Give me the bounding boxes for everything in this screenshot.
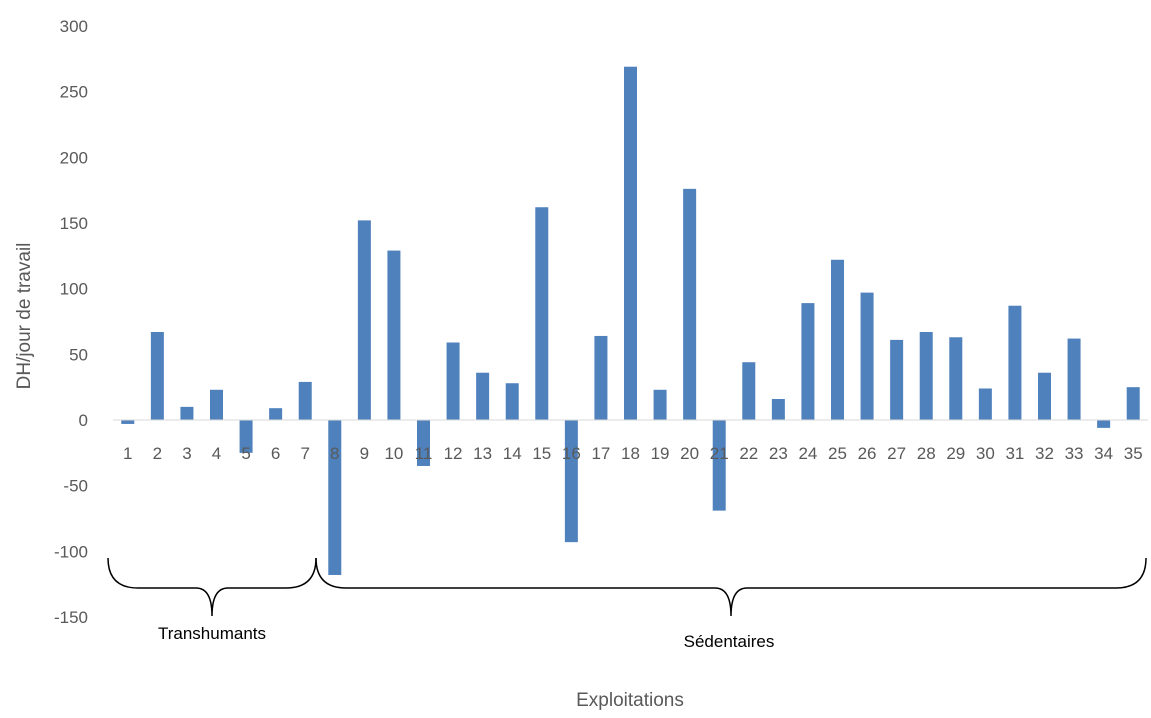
- x-tick-label: 20: [680, 444, 699, 463]
- group-braces: [107, 557, 1147, 617]
- y-tick-label: 150: [60, 214, 88, 233]
- bar: [180, 406, 194, 420]
- bar: [505, 383, 519, 420]
- y-axis-title: DH/jour de travail: [14, 243, 35, 390]
- bar: [1038, 372, 1051, 420]
- bar: [121, 420, 135, 424]
- y-axis-tick-labels: 300 250 200 150 100 50 0 -50 -100 -150: [54, 17, 88, 627]
- bar: [210, 389, 223, 420]
- x-tick-label: 34: [1094, 444, 1113, 463]
- x-tick-label: 23: [769, 444, 788, 463]
- bar: [771, 398, 785, 420]
- bar: [594, 335, 608, 420]
- x-tick-label: 35: [1124, 444, 1143, 463]
- x-tick-label: 33: [1065, 444, 1084, 463]
- bar: [357, 220, 371, 420]
- x-tick-label: 4: [212, 444, 221, 463]
- bar: [1126, 387, 1140, 420]
- y-tick-label: 0: [79, 411, 88, 430]
- y-tick-label: 250: [60, 83, 88, 102]
- x-tick-label: 18: [621, 444, 640, 463]
- y-tick-label: -50: [63, 477, 88, 496]
- group-label: Sédentaires: [684, 632, 775, 651]
- bar: [535, 207, 549, 420]
- bar: [712, 420, 726, 511]
- bar: [831, 259, 844, 420]
- group-brace: [315, 557, 1147, 617]
- y-tick-label: 300: [60, 17, 88, 36]
- x-tick-label: 22: [739, 444, 758, 463]
- bar: [1067, 338, 1081, 420]
- group-label: Transhumants: [158, 624, 266, 643]
- x-tick-label: 16: [562, 444, 581, 463]
- y-tick-label: -100: [54, 542, 88, 561]
- y-tick-label: -150: [54, 608, 88, 627]
- bar: [624, 66, 637, 421]
- x-tick-label: 27: [887, 444, 906, 463]
- y-tick-label: 200: [60, 148, 88, 167]
- x-axis-title: Exploitations: [576, 690, 684, 711]
- group-labels: Transhumants Sédentaires: [158, 624, 774, 651]
- bar-series: [121, 66, 1140, 575]
- bar: [890, 339, 904, 420]
- bar: [150, 332, 164, 420]
- x-axis-tick-labels: 1 2 3 4 5 6 7 8 9 10 11 12 13 14 15 16 17 18 19 20 21 22 23 24 2…: [123, 444, 1143, 463]
- x-tick-label: 7: [300, 444, 309, 463]
- y-tick-label: 50: [69, 345, 88, 364]
- x-tick-label: 26: [858, 444, 877, 463]
- x-tick-label: 29: [946, 444, 965, 463]
- bar: [801, 303, 815, 420]
- bar: [1008, 305, 1022, 420]
- bar: [683, 188, 697, 420]
- bar: [298, 381, 312, 420]
- x-tick-label: 17: [591, 444, 610, 463]
- bar: [860, 292, 874, 420]
- bar: [564, 420, 578, 543]
- bar: [476, 372, 490, 420]
- bar: [446, 342, 460, 420]
- bar: [919, 332, 933, 420]
- bar: [328, 420, 342, 575]
- bar: [742, 362, 756, 420]
- x-tick-label: 28: [917, 444, 936, 463]
- x-tick-label: 19: [651, 444, 670, 463]
- x-tick-label: 21: [710, 444, 729, 463]
- x-tick-label: 10: [384, 444, 403, 463]
- x-tick-label: 9: [360, 444, 369, 463]
- bar: [949, 337, 963, 420]
- bar: [1097, 420, 1111, 428]
- x-tick-label: 3: [182, 444, 191, 463]
- bar: [387, 250, 401, 420]
- x-tick-label: 14: [503, 444, 522, 463]
- x-tick-label: 32: [1035, 444, 1054, 463]
- bar: [978, 388, 992, 420]
- x-tick-label: 5: [241, 444, 250, 463]
- x-tick-label: 30: [976, 444, 995, 463]
- y-tick-label: 100: [60, 280, 88, 299]
- x-tick-label: 15: [532, 444, 551, 463]
- x-tick-label: 12: [444, 444, 463, 463]
- x-tick-label: 13: [473, 444, 492, 463]
- x-tick-label: 1: [123, 444, 132, 463]
- x-tick-label: 24: [798, 444, 817, 463]
- bar: [239, 420, 253, 453]
- x-tick-label: 8: [330, 444, 339, 463]
- x-tick-label: 31: [1005, 444, 1024, 463]
- group-brace: [107, 557, 317, 617]
- bar: [269, 408, 283, 420]
- x-tick-label: 25: [828, 444, 847, 463]
- x-tick-label: 11: [415, 444, 433, 463]
- bar: [653, 389, 667, 420]
- bar: [417, 420, 430, 466]
- x-tick-label: 6: [271, 444, 280, 463]
- x-tick-label: 2: [153, 444, 162, 463]
